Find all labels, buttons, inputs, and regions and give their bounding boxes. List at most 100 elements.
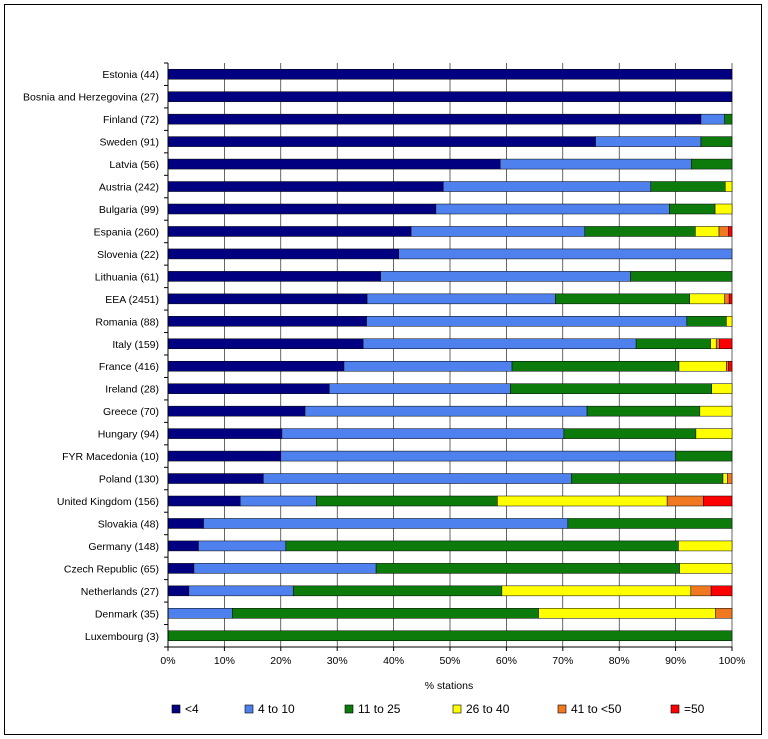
bar-segment <box>167 608 233 619</box>
bar-segment <box>718 226 729 237</box>
bar-segment <box>727 473 733 484</box>
legend-swatch <box>670 704 680 714</box>
bar-segment <box>669 203 716 215</box>
bar-segment <box>343 360 513 372</box>
bar-segment <box>285 540 679 552</box>
bar-segment <box>398 248 733 260</box>
bar-segment <box>722 473 728 484</box>
bar-segment <box>316 495 498 507</box>
bar-segment <box>167 518 204 529</box>
bar-segment <box>678 360 727 372</box>
bar-segment <box>167 630 733 642</box>
bar-segment <box>567 518 733 529</box>
category-label: Slovakia (48) <box>98 518 159 530</box>
bar-segment <box>584 226 696 237</box>
legend-label: <4 <box>185 702 199 716</box>
x-tick-label: 90% <box>665 655 686 667</box>
bar-segment <box>167 316 367 327</box>
category-label: Ireland (28) <box>105 384 159 396</box>
bar-segment <box>666 495 704 507</box>
bar-segment <box>571 473 724 484</box>
x-tick-labels: 0% 10% 20% 30% 40% 50% 60% 70% 80% 90% 100% <box>160 655 745 667</box>
category-label: Latvia (56) <box>109 159 159 171</box>
bar-segment <box>690 585 712 597</box>
bar-segment <box>263 473 572 484</box>
bar-segment <box>167 473 264 484</box>
bar-segment <box>538 608 716 619</box>
bar-segment <box>435 203 670 215</box>
bar-segment <box>511 360 680 372</box>
x-tick-label: 60% <box>496 655 517 667</box>
bar-segment <box>699 405 733 417</box>
legend: <4 4 to 10 11 to 25 26 to 40 41 to <50 =50 <box>171 702 705 716</box>
bar-segment <box>167 338 364 350</box>
bar-segment <box>167 360 345 372</box>
bar-segment <box>724 181 733 192</box>
category-label: United Kingdom (156) <box>57 496 159 508</box>
gridlines <box>167 63 733 647</box>
legend-swatch <box>557 704 567 714</box>
bar-segment <box>167 428 283 439</box>
bar-segment <box>497 495 668 507</box>
bar-segment <box>329 383 511 394</box>
bar-segment <box>232 608 539 619</box>
x-tick-label: 10% <box>214 655 235 667</box>
category-labels: Estonia (44) Bosnia and Herzegovina (27) F… <box>23 69 159 643</box>
bar-segment <box>167 383 330 394</box>
category-label: Netherlands (27) <box>81 586 159 598</box>
bar-segment <box>715 608 733 619</box>
bar-segment <box>198 540 287 552</box>
category-label: Greece (70) <box>103 406 159 418</box>
category-label: Lithuania (61) <box>95 271 159 283</box>
bar-segment <box>167 271 381 282</box>
category-label: Italy (159) <box>112 339 159 351</box>
category-label: Slovenia (22) <box>97 249 159 261</box>
bar-segment <box>630 271 733 282</box>
bar-segment <box>711 383 733 394</box>
category-label: Austria (242) <box>99 182 159 194</box>
bar-segment <box>695 226 720 237</box>
bar-segment <box>710 585 733 597</box>
bar-segment <box>167 136 596 147</box>
bar-segment <box>675 450 733 462</box>
bar-segment <box>689 293 725 305</box>
category-label: Espania (260) <box>94 226 159 238</box>
bar-segment <box>650 181 726 192</box>
x-axis-title: % stations <box>425 680 473 692</box>
category-label: Bosnia and Herzegovina (27) <box>23 92 159 104</box>
x-tick-label: 0% <box>160 655 175 667</box>
chart-frame <box>4 4 762 735</box>
legend-swatch <box>244 704 254 714</box>
category-label: Bulgaria (99) <box>99 204 159 216</box>
bar-segment <box>724 113 733 125</box>
bar-segment <box>691 158 733 170</box>
bar-segment <box>700 136 733 147</box>
legend-label: 26 to 40 <box>466 702 510 716</box>
bar-segment <box>586 405 701 417</box>
category-label: FYR Macedonia (10) <box>62 451 159 463</box>
bar-segment <box>193 563 377 574</box>
bar-segment <box>167 203 437 215</box>
bar-segment <box>563 428 697 439</box>
x-tick-label: 80% <box>609 655 630 667</box>
category-label: Luxembourg (3) <box>85 631 159 643</box>
category-label: Romania (88) <box>95 316 159 328</box>
bar-segment <box>724 293 730 305</box>
category-label: Hungary (94) <box>98 429 159 441</box>
category-label: Czech Republic (65) <box>64 563 159 575</box>
bar-segment <box>728 293 733 305</box>
bar-segment <box>280 450 676 462</box>
category-label: Sweden (91) <box>99 137 159 149</box>
bar-segment <box>366 316 688 327</box>
bar-segment <box>442 181 652 192</box>
bar-segment <box>726 316 733 327</box>
bar-segment <box>239 495 317 507</box>
bar-segment <box>715 338 720 350</box>
bar-segment <box>686 316 727 327</box>
bar-segment <box>719 338 733 350</box>
category-label: Germany (148) <box>88 541 159 553</box>
bar-segment <box>679 563 733 574</box>
bar-segment <box>167 68 733 80</box>
legend-swatch <box>344 704 354 714</box>
